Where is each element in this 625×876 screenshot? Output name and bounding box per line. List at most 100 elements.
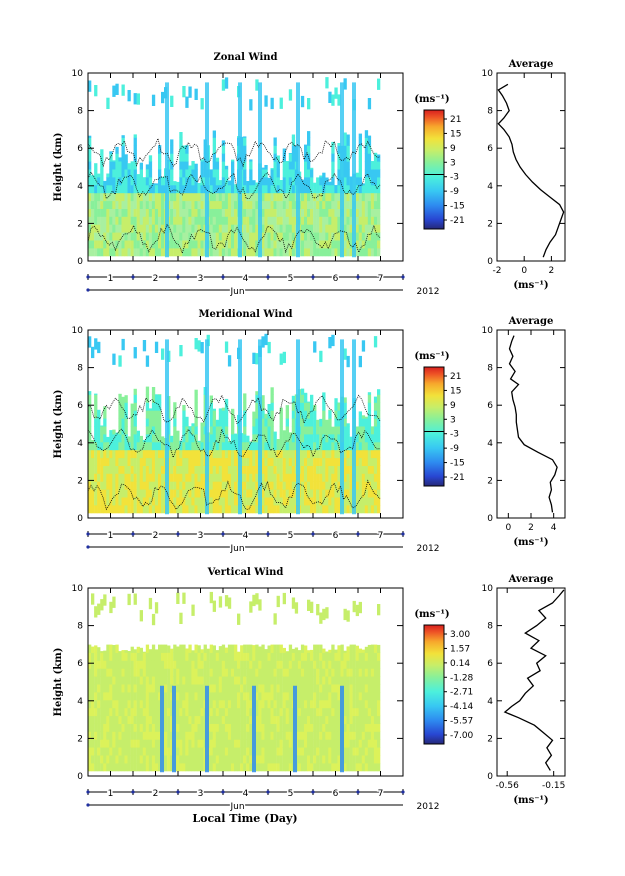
heatmap-cell — [188, 489, 192, 498]
average-x-label: (ms⁻¹) — [513, 280, 548, 291]
heatmap-cell — [158, 473, 162, 482]
heatmap-cell — [328, 707, 332, 717]
heatmap-cell — [136, 489, 140, 498]
heatmap-cell — [285, 723, 289, 732]
heatmap-cell — [176, 668, 180, 677]
heatmap-cell — [154, 449, 159, 459]
heatmap-cell — [288, 200, 293, 209]
heatmap-cell — [151, 402, 156, 411]
heatmap-cell — [319, 684, 323, 693]
heatmap-cell — [158, 192, 162, 202]
heatmap-cell — [367, 402, 372, 411]
heatmap-cell — [316, 731, 320, 740]
heatmap-cell — [161, 676, 165, 685]
heatmap-cell — [148, 155, 153, 162]
heatmap-cell — [358, 411, 362, 419]
heatmap-cell — [164, 692, 168, 701]
heatmap-cell — [343, 216, 347, 225]
heatmap-cell — [249, 177, 253, 186]
heatmap-cell — [270, 676, 274, 685]
heatmap-cell — [276, 731, 280, 740]
heatmap-cell — [221, 232, 226, 241]
heatmap-cell — [115, 668, 119, 677]
heatmap-cell — [243, 208, 247, 217]
heatmap-cell — [267, 200, 271, 209]
heatmap-cell — [118, 465, 122, 474]
heatmap-cell — [127, 449, 131, 459]
heatmap-cell — [337, 489, 341, 498]
heatmap-cell — [377, 208, 381, 217]
heatmap-cell — [307, 489, 311, 498]
heatmap-cell — [218, 465, 223, 474]
heatmap-cell — [252, 497, 256, 506]
panel-title: Meridional Wind — [198, 309, 292, 320]
heatmap-cell — [136, 216, 140, 225]
heatmap-cell — [118, 161, 122, 170]
heatmap-cell — [231, 505, 235, 514]
heatmap-cell — [197, 340, 201, 352]
heatmap-cell — [88, 248, 92, 257]
heatmap-cell — [352, 715, 356, 724]
heatmap-cell — [246, 441, 250, 451]
heatmap-cell — [188, 184, 192, 194]
average-profile-line — [497, 83, 565, 258]
heatmap-cell — [282, 676, 286, 685]
heatmap-cell — [325, 731, 329, 740]
heatmap-cell — [188, 232, 192, 241]
heatmap-cell — [367, 135, 372, 138]
heatmap-cell — [133, 747, 137, 756]
heatmap-cell — [170, 723, 174, 732]
heatmap-cell — [185, 473, 189, 482]
heatmap-cell — [215, 739, 220, 748]
heatmap-cell — [328, 418, 332, 427]
y-tick-label: 0 — [77, 257, 83, 267]
heatmap-cell — [185, 416, 189, 419]
heatmap-cell — [255, 224, 259, 233]
heatmap-cell — [313, 405, 317, 411]
heatmap-cell — [121, 763, 125, 772]
heatmap-cell — [270, 489, 274, 498]
heatmap-cell — [118, 715, 122, 724]
heatmap-cell — [328, 208, 332, 217]
heatmap-cell — [118, 355, 122, 367]
heatmap-cell — [231, 232, 235, 241]
heatmap-cell — [188, 676, 192, 685]
average-y-tick-label: 2 — [487, 219, 493, 229]
heatmap-cell — [182, 699, 186, 709]
heatmap-cell — [273, 216, 277, 225]
heatmap-cell — [267, 739, 271, 748]
heatmap-cell — [88, 715, 92, 724]
heatmap-cell — [112, 707, 116, 717]
heatmap-cell — [91, 723, 95, 732]
heatmap-cell — [212, 408, 216, 411]
heatmap-cell — [151, 715, 156, 724]
heatmap-cell — [97, 224, 101, 233]
heatmap-cell — [112, 731, 116, 740]
heatmap-cell — [115, 481, 119, 490]
heatmap-cell — [373, 457, 378, 466]
heatmap-cell — [130, 676, 134, 685]
heatmap-cell — [115, 747, 119, 756]
heatmap-cell — [130, 403, 134, 411]
heatmap-cell — [355, 473, 359, 482]
heatmap-cell — [124, 699, 128, 709]
heatmap-cell — [237, 660, 241, 669]
heatmap-cell — [300, 481, 305, 490]
heatmap-cell — [167, 715, 171, 724]
heatmap-cell — [170, 739, 174, 748]
heatmap-cell — [88, 177, 92, 186]
heatmap-cell — [182, 473, 186, 482]
heatmap-cell — [291, 660, 296, 669]
heatmap-cell — [133, 715, 137, 724]
heatmap-cell — [145, 386, 150, 395]
heatmap-cell — [109, 248, 113, 257]
heatmap-cell — [112, 224, 116, 233]
heatmap-cell — [234, 652, 238, 661]
heatmap-cell — [109, 232, 113, 241]
heatmap-cell — [182, 715, 186, 724]
heatmap-cell — [252, 505, 256, 514]
heatmap-cell — [88, 644, 92, 653]
heatmap-cell — [243, 481, 247, 490]
heatmap-cell — [334, 497, 338, 506]
heatmap-cell — [291, 232, 296, 241]
